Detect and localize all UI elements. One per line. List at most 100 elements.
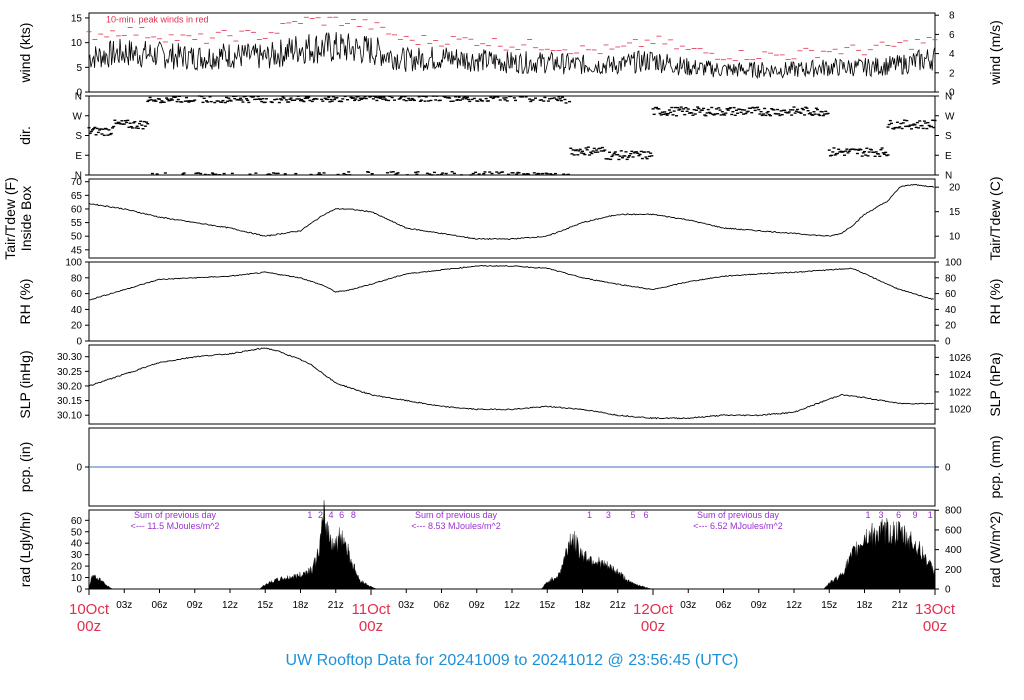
y-tick-label: 40 [71,539,83,550]
y-tick-label: 80 [71,273,83,284]
time-tick-label: 21z [892,600,908,611]
rad-hour-mark: 6 [643,510,648,520]
panel-pcp: 0 0 pcp. (in) pcp. (mm) [17,427,1003,507]
y-axis-label: RH (%) [17,279,33,325]
time-tick-label: 21z [610,600,626,611]
right-tick-label: N [945,92,952,103]
rad-hour-mark: 5 [631,510,636,520]
y-tick-label: 65 [71,191,83,202]
rad-note-label: Sum of previous day [415,510,498,520]
wind-speed-line [88,32,936,80]
direction-marks [87,95,937,176]
right-tick-label: 800 [945,506,962,517]
panel-slp: 30.10 30.15 30.20 30.25 30.30 1020 1022 1024 102… [17,344,1003,425]
rad-hour-mark: 8 [351,510,356,520]
y-tick-label: 100 [65,258,82,269]
right-tick-label: 0 [945,337,951,348]
time-axis: 03z 06z 09z 12z 15z 18z 21z 03z 06z 09z 12z 15z 18z 2… [69,589,956,635]
right-tick-label: 600 [945,525,962,536]
time-tick-label: 03z [680,600,696,611]
rh-line [88,264,934,301]
right-tick-label: 0 [945,585,951,596]
date-label: 13Oct [915,601,956,618]
y-axis-label: rad (Lgly/hr) [17,512,33,587]
slp-line [88,347,934,420]
rad-note-value: <--- 8.53 MJoules/m^2 [411,521,501,531]
right-tick-label: 200 [945,565,962,576]
date-label: 11Oct [352,601,392,618]
panel-frame [88,344,936,425]
y-tick-label: 20 [71,562,83,573]
right-tick-label: 60 [945,289,957,300]
time-tick-label: 03z [116,600,132,611]
y-tick-label: 30.10 [57,411,82,422]
y-tick-label: 30.25 [57,367,82,378]
right-tick-label: S [945,131,952,142]
time-tick-label: 06z [433,600,449,611]
y-axis-label-right: wind (m/s) [987,20,1003,86]
y-axis-label-right: pcp. (mm) [987,436,1003,499]
right-tick-label: 4 [949,49,955,60]
y-axis-label-right: rad (W/m^2) [987,511,1003,588]
gust-marks [86,16,938,61]
y-tick-label: S [75,131,82,142]
time-tick-label: 09z [751,600,767,611]
date-label: 12Oct [633,601,674,618]
time-tick-label: 06z [715,600,731,611]
y-axis-label-right: RH (%) [987,279,1003,325]
rad-note-label: Sum of previous day [697,510,780,520]
y-tick-label: N [75,92,82,103]
time-tick-label: 09z [469,600,485,611]
right-tick-label: 0 [945,463,951,474]
right-tick-label: 1026 [949,353,972,364]
y-tick-label: E [75,151,82,162]
right-tick-label: 1022 [949,387,972,398]
time-tick-label: 12z [786,600,802,611]
time-tick-label: 06z [151,600,167,611]
right-tick-label: 400 [945,545,962,556]
right-tick-label: W [945,111,955,122]
panel-temp: 45 50 55 60 65 70 10 15 20 Tair/Tdew (F) Inside Bo… [2,176,1003,260]
right-tick-label: 6 [949,30,955,41]
y-tick-label: 60 [71,289,83,300]
y-tick-label: N [75,171,82,182]
right-tick-label: 0 [949,88,955,99]
y-axis-label: pcp. (in) [17,442,33,493]
y-tick-label: 30.20 [57,381,82,392]
right-tick-label: 80 [945,273,957,284]
date-hour-label: 00z [77,618,101,635]
rad-hour-mark: 1 [928,510,933,520]
y-axis-label-right: SLP (hPa) [987,352,1003,416]
panel-wind: 0 5 10 15 0 2 4 6 8 wind (kts) wind (m/s) 10-min. p… [17,11,1003,99]
rad-hour-mark: 4 [329,510,334,520]
time-tick-label: 18z [856,600,872,611]
right-tick-label: 20 [949,183,961,194]
y-tick-label: 60 [71,516,83,527]
right-tick-label: 20 [945,321,957,332]
right-tick-label: 10 [949,232,961,243]
time-tick-label: 15z [539,600,555,611]
rad-note-value: <--- 6.52 MJoules/m^2 [693,521,783,531]
y-tick-label: 0 [76,585,82,596]
rad-hour-mark: 3 [606,510,611,520]
time-tick-label: 18z [292,600,308,611]
right-tick-label: N [945,171,952,182]
time-tick-label: 15z [821,600,837,611]
y-tick-label: 0 [76,463,82,474]
panel-rh: 0 20 40 60 80 100 0 20 40 60 80 100 RH (%) RH (%) [17,258,1003,348]
y-axis-label: wind (kts) [17,23,33,84]
y-tick-label: 0 [76,88,82,99]
time-tick-label: 03z [398,600,414,611]
rad-hour-mark: 6 [339,510,344,520]
y-axis-label: Tair/Tdew (F) [2,177,18,259]
rad-note-label: Sum of previous day [134,510,217,520]
y-tick-label: 50 [71,232,83,243]
y-tick-label: 30 [71,550,83,561]
y-tick-label: 20 [71,321,83,332]
rad-hour-mark: 9 [913,510,918,520]
time-tick-label: 12z [222,600,238,611]
